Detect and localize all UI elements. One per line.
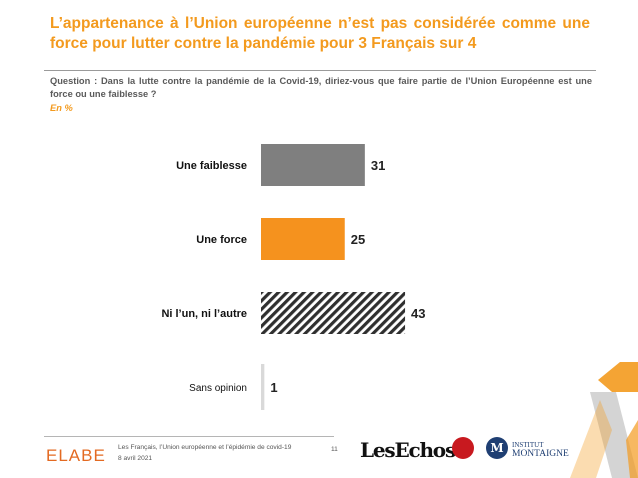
footer-text: Les Français, l’Union européenne et l’ép… xyxy=(118,442,291,464)
value-label-3: 1 xyxy=(270,380,277,395)
page-number: 11 xyxy=(331,446,338,453)
value-label-2: 43 xyxy=(411,306,425,321)
footer-date: 8 avril 2021 xyxy=(118,455,153,462)
category-label-2: Ni l’un, ni l’autre xyxy=(161,308,247,320)
montaigne-badge-icon: M xyxy=(486,437,508,459)
bar-3 xyxy=(261,364,265,410)
title-divider xyxy=(44,70,596,71)
bar-1 xyxy=(261,218,345,260)
montaigne-line1: INSTITUT xyxy=(512,441,544,449)
category-label-3: Sans opinion xyxy=(189,383,247,394)
red-circle-logo xyxy=(452,437,474,459)
category-label-1: Une force xyxy=(196,234,247,246)
elabe-logo: ELABE xyxy=(46,446,106,465)
bar-0 xyxy=(261,144,365,186)
category-label-0: Une faiblesse xyxy=(176,160,247,172)
montaigne-line2: MONTAIGNE xyxy=(512,449,569,459)
footer-study-title: Les Français, l’Union européenne et l’ép… xyxy=(118,444,292,451)
question-text: Question : Dans la lutte contre la pandé… xyxy=(50,76,592,99)
bar-2 xyxy=(261,292,406,334)
les-echos-logo: LesEchos xyxy=(360,438,456,462)
value-label-1: 25 xyxy=(351,232,365,247)
page-title: L’appartenance à l’Union européenne n’es… xyxy=(50,15,590,52)
unit-label: En % xyxy=(50,103,73,113)
value-label-0: 31 xyxy=(371,158,385,173)
footer-divider xyxy=(44,436,334,437)
institut-montaigne-logo: INSTITUT MONTAIGNE xyxy=(512,441,569,459)
